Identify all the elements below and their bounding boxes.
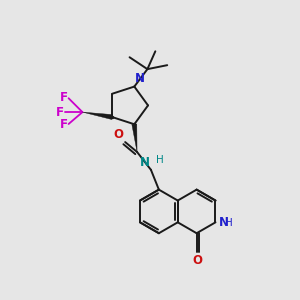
Text: N: N [218,216,229,229]
Polygon shape [132,124,137,152]
Text: H: H [156,155,164,165]
Text: N: N [135,72,145,85]
Text: F: F [56,106,64,118]
Text: N: N [140,156,150,169]
Polygon shape [82,112,112,119]
Text: F: F [60,118,68,131]
Text: H: H [225,218,233,228]
Text: O: O [113,128,123,141]
Text: F: F [60,91,68,104]
Text: O: O [193,254,202,267]
